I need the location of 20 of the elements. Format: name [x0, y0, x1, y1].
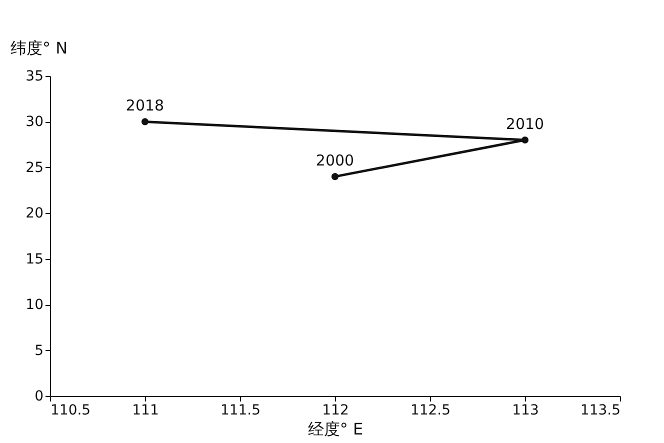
y-tick-label: 10: [26, 297, 44, 314]
annotation: 2018: [126, 96, 164, 115]
x-axis-title: 经度° E: [308, 420, 364, 438]
y-tick-label: 20: [26, 206, 44, 222]
x-tick-label: 113.5: [580, 402, 620, 418]
annotation: 2000: [316, 152, 354, 170]
y-tick-label: 15: [26, 251, 44, 268]
y-tick-label: 0: [34, 388, 44, 404]
y-axis-title: 纬度° N: [10, 38, 68, 58]
x-tick-label: 110.5: [50, 402, 91, 418]
x-tick-label: 112: [322, 402, 349, 418]
y-tick-label: 5: [34, 342, 44, 359]
y-tick-label: 35: [26, 68, 44, 84]
x-tick-label: 113: [512, 402, 539, 418]
y-tick-label: 25: [26, 160, 44, 176]
x-tick-label: 111: [132, 402, 159, 418]
x-tick-label: 111.5: [220, 402, 261, 418]
annotation: 2010: [506, 115, 544, 133]
x-tick-label: 112.5: [410, 402, 451, 418]
y-tick-label: 30: [26, 114, 44, 130]
